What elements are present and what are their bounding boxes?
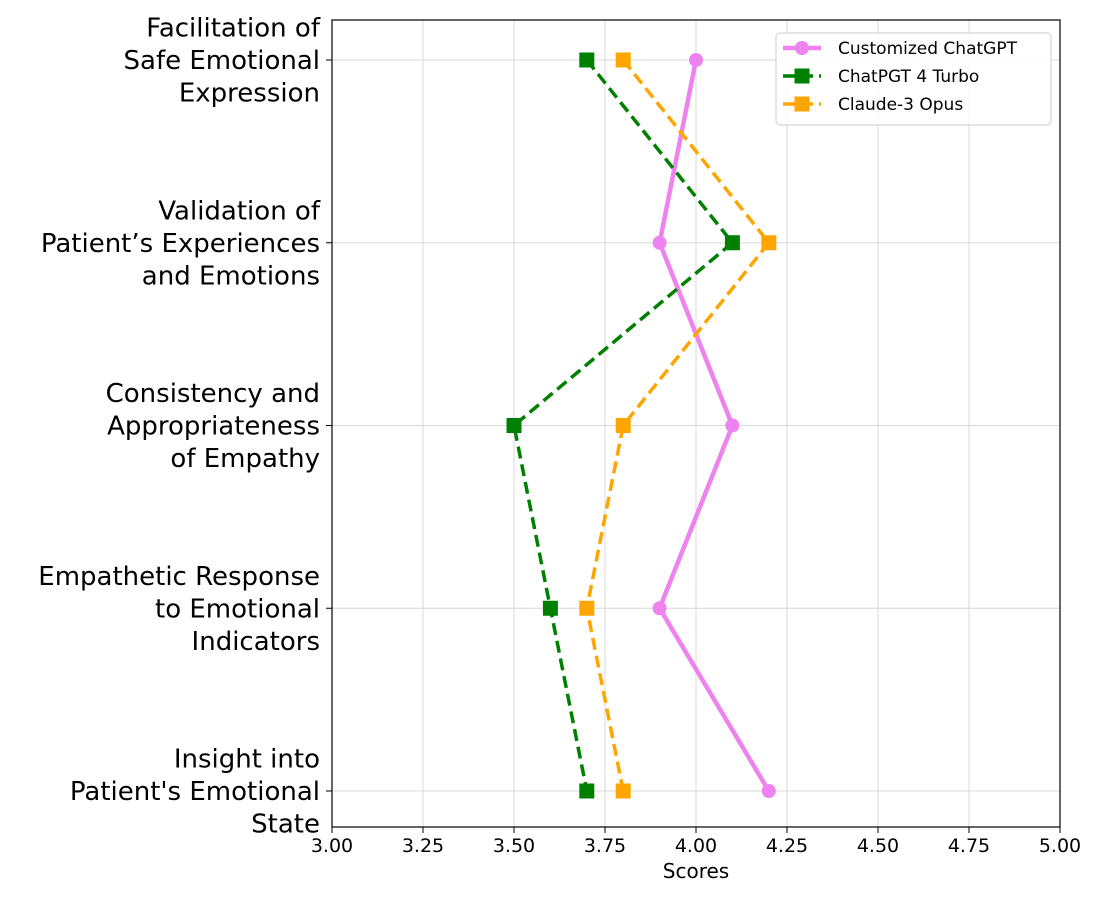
- category-label-line: Validation of: [158, 196, 321, 226]
- data-point: [724, 235, 740, 251]
- series-layer: [506, 52, 777, 799]
- category-label-line: Empathetic Response: [38, 562, 320, 592]
- data-point: [579, 600, 595, 616]
- x-tick-label: 3.75: [584, 835, 626, 857]
- x-tick-label: 3.00: [311, 835, 353, 857]
- category-label: Facilitation of Safe Emotional Expression: [124, 14, 321, 109]
- y-axis: Facilitation of Safe Emotional Expression V…: [38, 14, 332, 840]
- legend-item: Claude-3 Opus: [783, 95, 963, 115]
- data-point: [652, 235, 667, 250]
- category-label: Insight into Patient's Emotional State: [70, 745, 320, 840]
- x-tick-label: 4.75: [948, 835, 990, 857]
- legend-label: Claude-3 Opus: [838, 95, 963, 115]
- category-label: Consistency and Appropriateness of Empathy: [106, 379, 320, 474]
- x-tick-label: 4.25: [766, 835, 808, 857]
- legend-label: Customized ChatGPT: [838, 39, 1018, 59]
- category-label: Empathetic Response to Emotional Indicator…: [38, 562, 320, 657]
- series-chatpgt-4-turbo: [506, 52, 740, 799]
- series-line: [512, 58, 735, 792]
- legend-box: [775, 32, 1052, 126]
- legend-marker: [794, 68, 810, 84]
- category-label-line: Insight into: [174, 745, 320, 775]
- category-label-line: to Emotional: [155, 594, 320, 624]
- data-point: [615, 783, 631, 799]
- category-label-line: Expression: [179, 79, 320, 109]
- series-customized-chatgpt: [652, 53, 776, 798]
- legend-item: Customized ChatGPT: [783, 39, 1018, 59]
- category-label-line: Appropriateness: [107, 412, 320, 442]
- data-point: [761, 235, 777, 251]
- grid-lines: [331, 20, 1061, 827]
- data-point: [542, 600, 558, 616]
- data-point: [761, 784, 776, 798]
- category-label-line: State: [251, 810, 320, 840]
- data-point: [615, 418, 631, 433]
- category-label-line: Indicators: [192, 627, 320, 657]
- data-point: [725, 418, 740, 433]
- category-label-line: Consistency and: [106, 379, 320, 409]
- data-point: [506, 418, 522, 433]
- data-point: [689, 53, 703, 67]
- category-label-line: Facilitation of: [146, 14, 321, 44]
- x-tick-label: 4.00: [675, 835, 717, 857]
- category-label-line: Patient's Emotional: [70, 777, 320, 807]
- data-point: [579, 783, 595, 799]
- category-label-line: and Emotions: [142, 261, 320, 291]
- category-label-line: of Empathy: [170, 444, 320, 474]
- legend-item: ChatPGT 4 Turbo: [783, 67, 979, 87]
- legend-marker: [794, 96, 810, 112]
- x-tick-label: 3.25: [402, 835, 444, 857]
- series-line: [585, 58, 771, 792]
- legend: Customized ChatGPT ChatPGT 4 Turbo Claude-…: [775, 32, 1052, 126]
- legend-marker: [795, 41, 809, 55]
- data-point: [579, 52, 595, 68]
- category-label-line: Safe Emotional: [124, 46, 320, 76]
- x-tick-label: 5.00: [1039, 835, 1081, 857]
- series-claude-3-opus: [579, 52, 777, 799]
- x-tick-label: 3.50: [493, 835, 535, 857]
- x-axis-title: Scores: [663, 859, 729, 883]
- data-point: [615, 52, 631, 68]
- category-label-line: Patient’s Experiences: [41, 229, 320, 259]
- data-point: [652, 601, 667, 616]
- category-label: Validation of Patient’s Experiences and Em…: [41, 196, 321, 291]
- legend-label: ChatPGT 4 Turbo: [838, 67, 979, 87]
- x-tick-label: 4.50: [857, 835, 899, 857]
- x-axis: 3.00 3.25 3.50 3.75 4.00 4.25 4.50 4.75 5.00: [311, 827, 1081, 857]
